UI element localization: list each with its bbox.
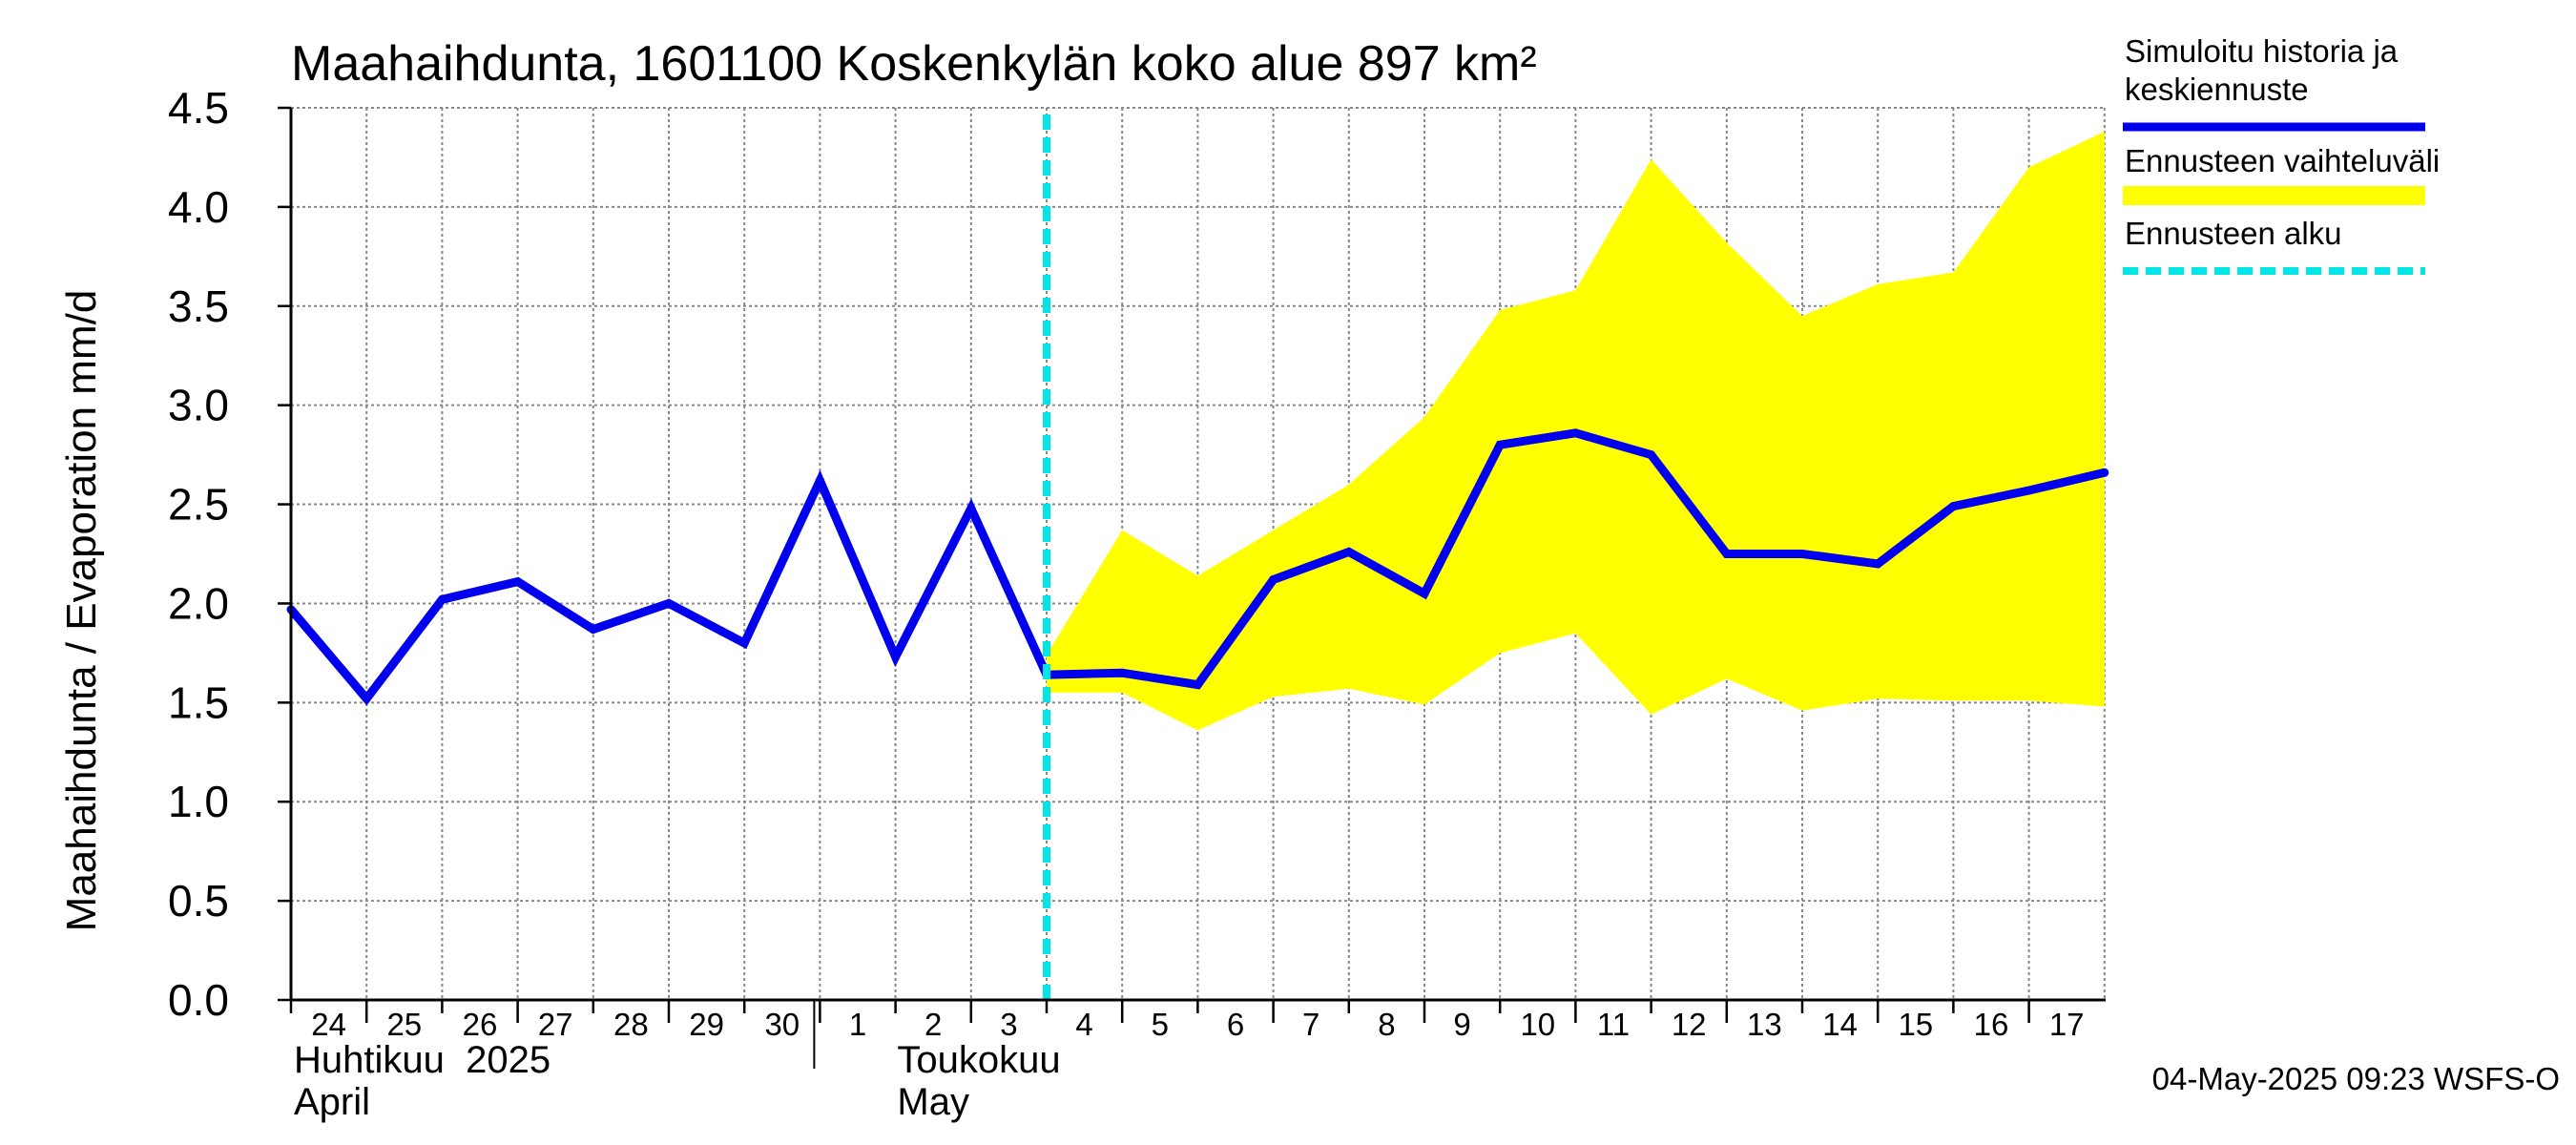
series-point [1948, 502, 1958, 511]
x-tick-label: 29 [689, 1007, 724, 1042]
month-label: Toukokuu [897, 1039, 1060, 1081]
x-tick-label: 14 [1822, 1007, 1858, 1042]
y-tick-label: 4.0 [168, 182, 229, 232]
legend-label: Simuloitu historia ja [2125, 33, 2399, 69]
legend-label: Ennusteen alku [2125, 216, 2342, 251]
y-tick-label: 1.0 [168, 777, 229, 826]
y-tick-label: 3.5 [168, 281, 229, 331]
month-label: Huhtikuu 2025 [294, 1039, 551, 1081]
x-tick-label: 1 [849, 1007, 866, 1042]
x-tick-label: 15 [1898, 1007, 1933, 1042]
x-tick-label: 9 [1453, 1007, 1470, 1042]
x-tick-label: 27 [538, 1007, 573, 1042]
series-point [437, 594, 447, 604]
series-point [513, 577, 523, 587]
y-tick-label: 4.5 [168, 83, 229, 133]
x-tick-label: 16 [1974, 1007, 2009, 1042]
series-point [362, 694, 371, 703]
x-tick-label: 30 [764, 1007, 800, 1042]
y-tick-label: 2.5 [168, 480, 229, 530]
series-point [1873, 559, 1882, 569]
x-tick-label: 25 [386, 1007, 422, 1042]
series-point [815, 476, 824, 486]
y-axis-label: Maahaihdunta / Evaporation mm/d [58, 290, 105, 932]
series-point [2025, 486, 2034, 495]
y-tick-label: 3.0 [168, 381, 229, 430]
y-tick-label: 2.0 [168, 578, 229, 628]
legend-swatch-band [2123, 186, 2425, 205]
y-tick-label: 0.5 [168, 876, 229, 926]
x-tick-label: 2 [924, 1007, 942, 1042]
x-tick-label: 4 [1075, 1007, 1092, 1042]
x-tick-label: 7 [1302, 1007, 1319, 1042]
series-point [1722, 550, 1732, 558]
y-tick-label: 1.5 [168, 677, 229, 727]
series-point [1344, 547, 1354, 556]
x-tick-label: 17 [2049, 1007, 2085, 1042]
series-point [1647, 450, 1656, 460]
x-tick-label: 3 [1000, 1007, 1017, 1042]
series-point [1495, 440, 1505, 449]
series-point [739, 638, 749, 648]
x-tick-label: 12 [1672, 1007, 1707, 1042]
series-point [664, 598, 674, 608]
month-label-english: April [294, 1081, 370, 1123]
chart-title: Maahaihdunta, 1601100 Koskenkylän koko a… [291, 36, 1537, 92]
series-point [1117, 668, 1127, 677]
month-label-english: May [897, 1081, 969, 1123]
series-point [966, 504, 976, 513]
series-point [589, 625, 598, 634]
series-point [891, 653, 901, 661]
timestamp-footer: 04-May-2025 09:23 WSFS-O [2152, 1061, 2560, 1096]
y-tick-label: 0.0 [168, 975, 229, 1025]
x-tick-label: 5 [1152, 1007, 1169, 1042]
x-tick-label: 13 [1747, 1007, 1782, 1042]
legend-label: Ennusteen vaihteluväli [2125, 143, 2440, 178]
legend-label: keskiennuste [2125, 72, 2309, 107]
series-point [1269, 575, 1278, 584]
x-tick-label: 6 [1227, 1007, 1244, 1042]
series-point [1420, 589, 1429, 598]
x-tick-label: 28 [613, 1007, 649, 1042]
x-tick-label: 10 [1520, 1007, 1555, 1042]
series-point [1570, 428, 1580, 438]
x-tick-label: 26 [463, 1007, 498, 1042]
series-point [1797, 550, 1807, 558]
series-point [2100, 468, 2109, 477]
x-tick-label: 8 [1378, 1007, 1395, 1042]
series-point [1193, 680, 1202, 690]
x-tick-label: 11 [1597, 1007, 1630, 1042]
x-tick-label: 24 [311, 1007, 346, 1042]
